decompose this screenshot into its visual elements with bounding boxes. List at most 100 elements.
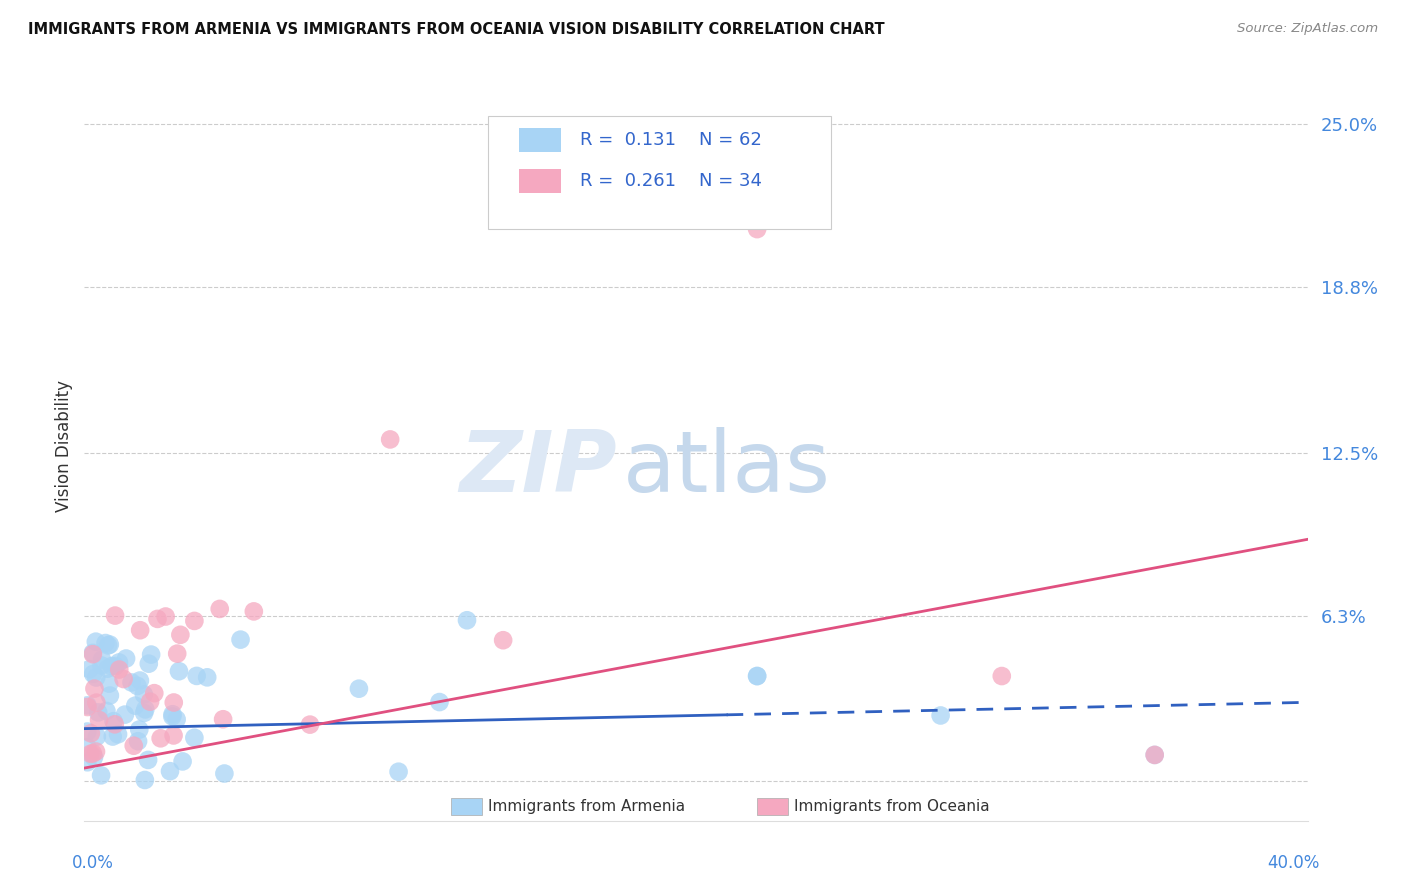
Text: Source: ZipAtlas.com: Source: ZipAtlas.com (1237, 22, 1378, 36)
FancyBboxPatch shape (488, 116, 831, 228)
Point (134, 702, 156, 716)
Point (114, 707, 136, 722)
Text: Immigrants from Armenia: Immigrants from Armenia (488, 799, 685, 814)
Point (104, 717, 127, 731)
Point (101, 730, 124, 744)
Point (149, 731, 172, 746)
Point (138, 657, 160, 671)
Text: IMMIGRANTS FROM ARMENIA VS IMMIGRANTS FROM OCEANIA VISION DISABILITY CORRELATION: IMMIGRANTS FROM ARMENIA VS IMMIGRANTS FR… (28, 22, 884, 37)
Point (115, 651, 138, 665)
Text: R =  0.131    N = 62: R = 0.131 N = 62 (579, 131, 762, 149)
Point (124, 698, 146, 713)
Point (212, 712, 235, 726)
Point (162, 709, 184, 723)
Point (162, 729, 184, 743)
Point (96, 662, 118, 676)
Point (132, 688, 155, 702)
Point (1143, 747, 1166, 762)
Point (929, 708, 952, 723)
Point (86, 730, 108, 744)
Point (112, 672, 135, 686)
Point (84, 671, 107, 685)
Point (159, 764, 181, 779)
Point (132, 706, 155, 720)
Point (80, 726, 103, 740)
Point (98, 638, 121, 652)
Point (143, 686, 166, 700)
Point (380, 433, 402, 447)
Point (82, 647, 104, 661)
Point (186, 669, 208, 683)
Point (492, 633, 515, 648)
Point (298, 717, 321, 731)
Text: atlas: atlas (623, 427, 831, 510)
Point (134, 772, 156, 787)
Point (139, 648, 162, 662)
Y-axis label: Vision Disability: Vision Disability (55, 380, 73, 512)
Point (76, 724, 98, 739)
Point (172, 755, 194, 769)
Point (86, 696, 108, 710)
Point (122, 739, 145, 753)
Point (387, 764, 409, 779)
Point (169, 628, 191, 642)
Point (76, 700, 98, 714)
Point (146, 612, 169, 626)
Point (84, 745, 107, 759)
Point (127, 734, 149, 748)
Point (195, 670, 218, 684)
Point (163, 696, 186, 710)
Point (991, 669, 1014, 683)
Point (155, 609, 177, 624)
Point (229, 632, 252, 647)
Point (183, 614, 205, 628)
Point (82, 667, 104, 681)
Point (121, 675, 143, 690)
Point (79, 662, 101, 676)
Point (136, 753, 159, 767)
Point (90, 768, 112, 782)
Point (167, 665, 190, 679)
Point (208, 602, 231, 616)
Point (1143, 747, 1166, 762)
Bar (519, 128, 561, 153)
Point (747, 222, 769, 236)
Point (747, 669, 769, 683)
Point (94, 636, 117, 650)
Point (747, 669, 769, 683)
Bar (451, 798, 482, 814)
Point (107, 727, 129, 741)
Point (79, 747, 101, 761)
Point (96, 704, 118, 718)
Point (84, 634, 107, 648)
Point (91, 652, 114, 666)
Point (76, 756, 98, 770)
Point (87, 706, 110, 720)
Point (243, 604, 266, 618)
Point (83, 681, 105, 696)
Point (104, 608, 127, 623)
Point (127, 679, 149, 693)
Point (98, 676, 121, 690)
Point (97, 639, 120, 653)
Point (429, 695, 451, 709)
Point (103, 714, 125, 729)
Point (104, 659, 127, 673)
Point (108, 663, 131, 677)
Text: 0.0%: 0.0% (72, 855, 114, 872)
Text: ZIP: ZIP (458, 427, 616, 510)
Point (214, 766, 236, 780)
Point (129, 673, 152, 688)
Bar (519, 169, 561, 193)
Point (90, 658, 112, 673)
Point (162, 707, 184, 722)
Point (82, 747, 104, 761)
Text: 40.0%: 40.0% (1267, 855, 1320, 872)
Bar (758, 798, 787, 814)
Point (76, 698, 98, 713)
Point (139, 695, 162, 709)
Point (347, 681, 370, 696)
Point (108, 656, 131, 670)
Point (456, 613, 478, 627)
Point (129, 624, 152, 638)
